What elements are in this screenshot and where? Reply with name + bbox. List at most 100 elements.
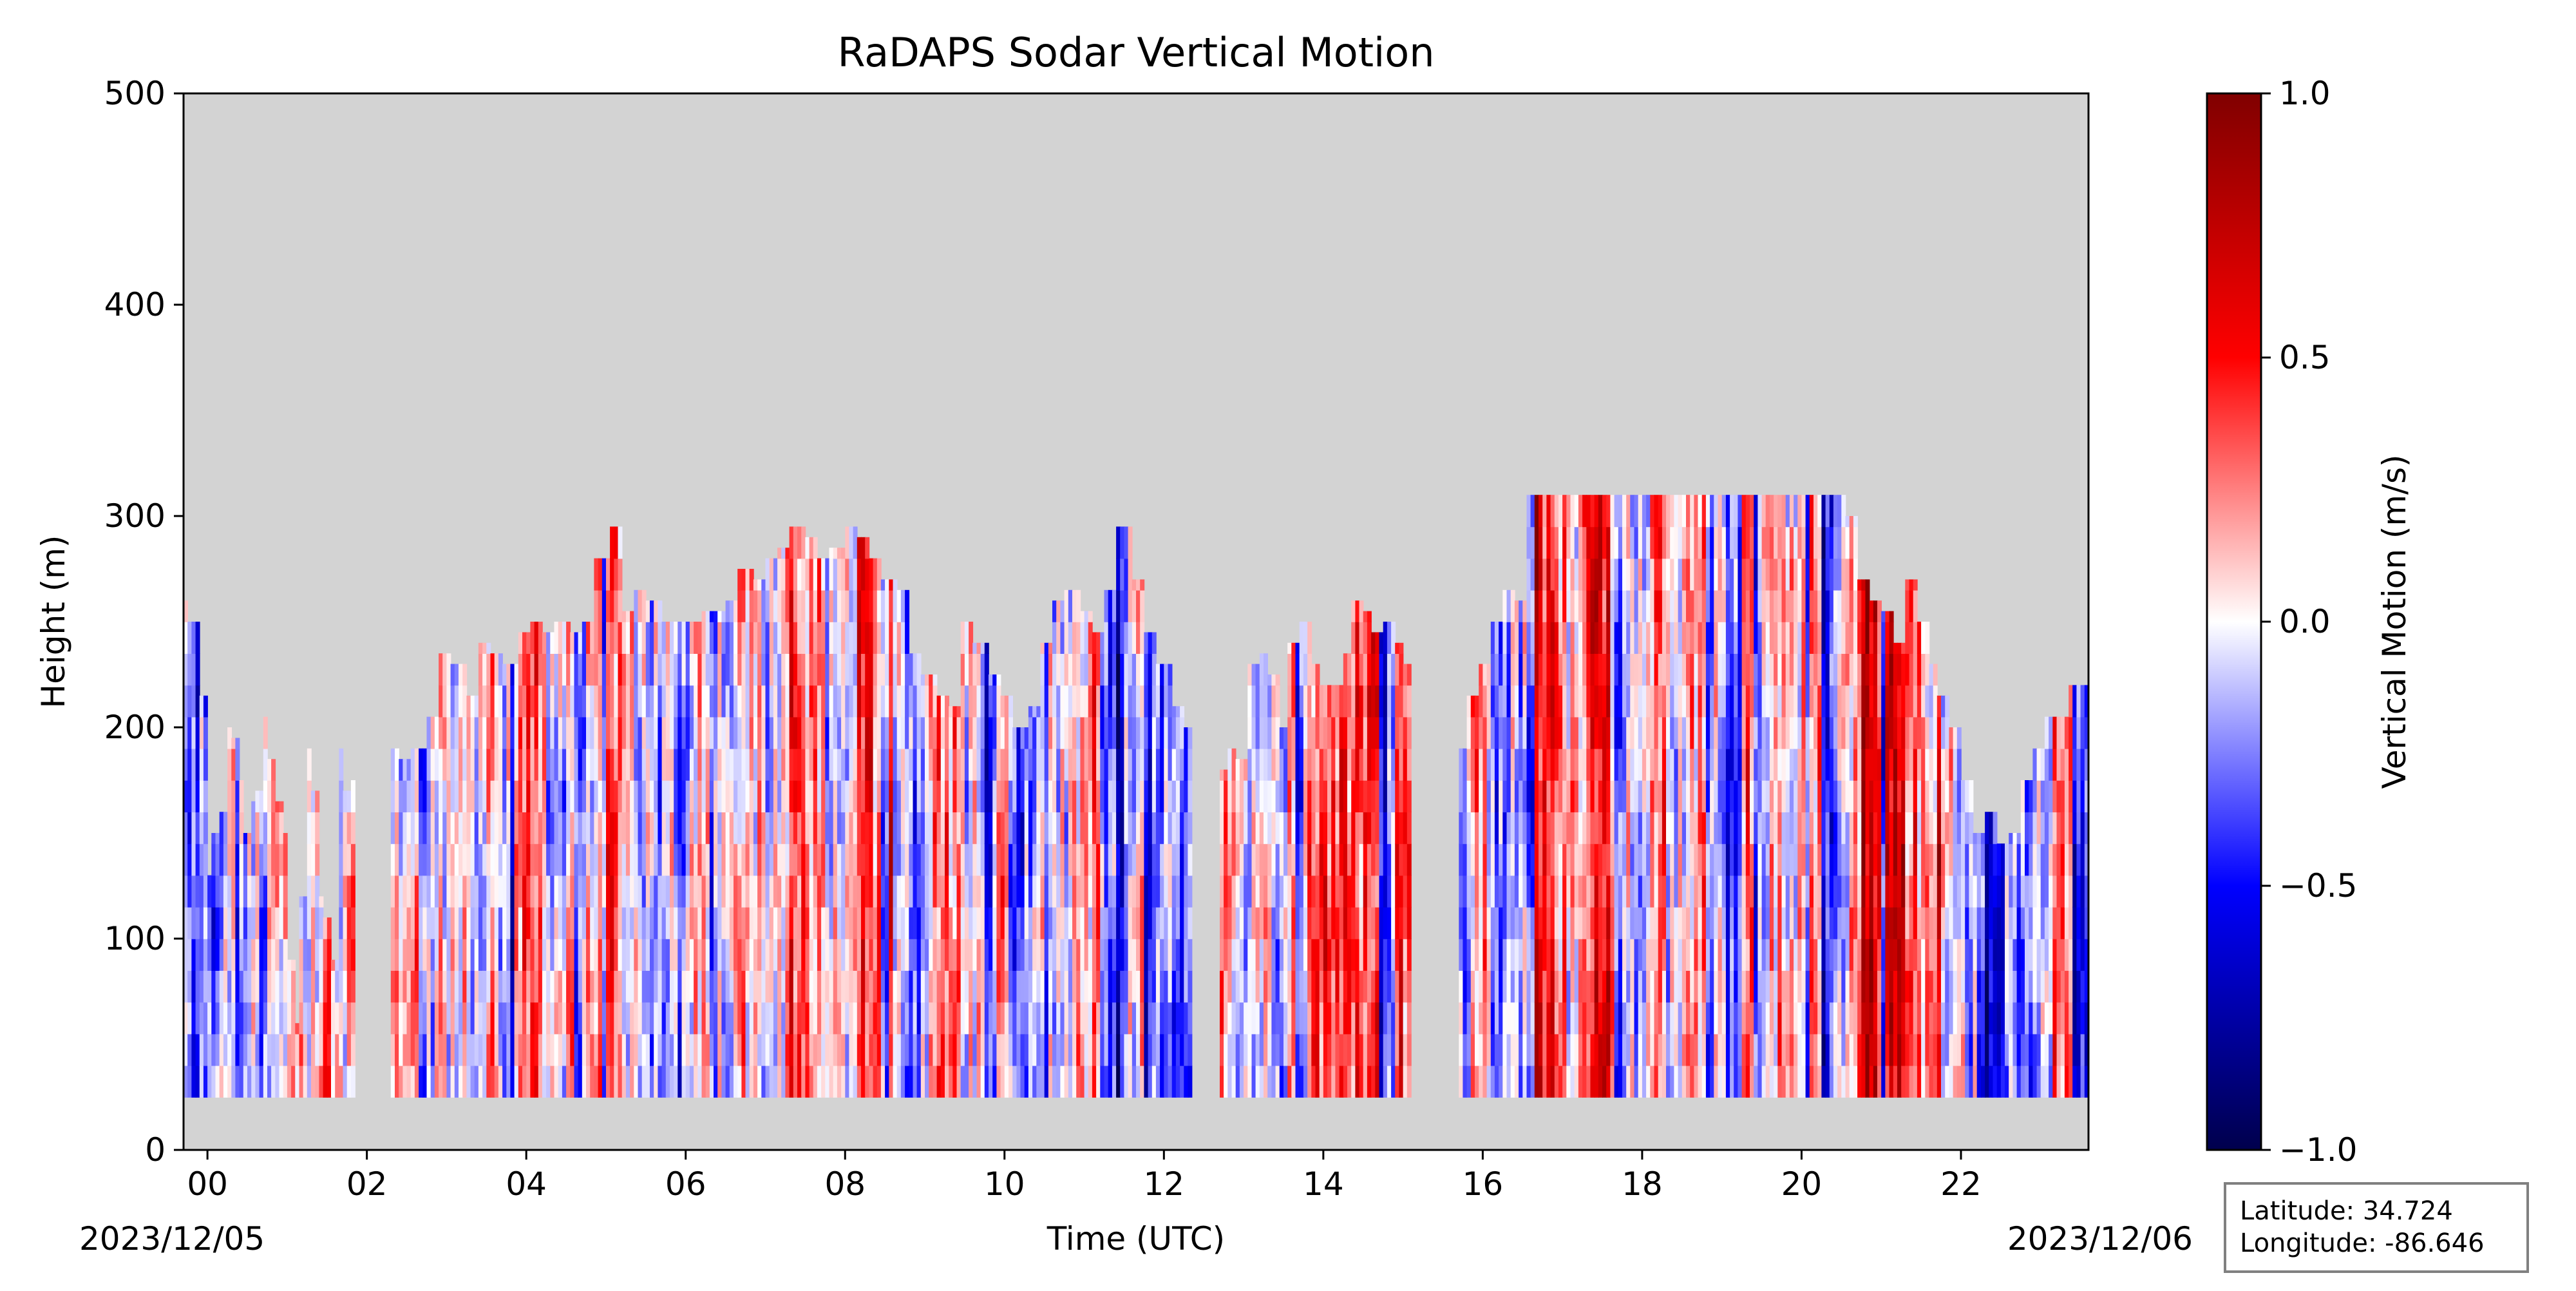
heatmap-cell: [1235, 1033, 1240, 1066]
heatmap-cell: [1562, 812, 1567, 845]
heatmap-cell: [969, 716, 974, 749]
heatmap-cell: [861, 812, 866, 845]
heatmap-cell: [1351, 1002, 1356, 1035]
heatmap-cell: [582, 906, 587, 939]
heatmap-cell: [1124, 875, 1129, 908]
heatmap-cell: [610, 653, 615, 686]
heatmap-cell: [865, 653, 870, 686]
heatmap-cell: [578, 653, 583, 686]
heatmap-cell: [283, 906, 288, 939]
heatmap-cell: [933, 939, 938, 971]
heatmap-cell: [462, 664, 468, 686]
heatmap-cell: [1466, 695, 1472, 718]
heatmap-cell: [538, 970, 543, 1003]
heatmap-cell: [1379, 906, 1384, 939]
heatmap-cell: [187, 1033, 193, 1066]
heatmap-cell: [837, 843, 842, 876]
heatmap-cell: [1251, 664, 1256, 686]
heatmap-cell: [243, 1033, 248, 1066]
heatmap-cell: [1634, 970, 1639, 1003]
heatmap-cell: [606, 716, 611, 749]
heatmap-cell: [821, 653, 826, 686]
heatmap-cell: [1514, 600, 1519, 622]
heatmap-cell: [582, 1002, 587, 1035]
heatmap-cell: [817, 653, 822, 686]
heatmap-cell: [849, 526, 854, 559]
heatmap-cell: [1188, 1033, 1193, 1066]
heatmap-cell: [909, 812, 914, 845]
heatmap-cell: [709, 812, 714, 845]
heatmap-cell: [1009, 716, 1013, 749]
heatmap-cell: [1554, 589, 1559, 622]
heatmap-cell: [869, 1002, 874, 1035]
heatmap-cell: [562, 1065, 567, 1098]
heatmap-cell: [1056, 780, 1061, 812]
heatmap-cell: [1634, 906, 1639, 939]
heatmap-cell: [1247, 664, 1253, 686]
heatmap-cell: [1220, 780, 1224, 812]
heatmap-cell: [913, 653, 918, 686]
heatmap-cell: [717, 843, 723, 876]
heatmap-cell: [618, 1002, 623, 1035]
heatmap-cell: [1506, 812, 1511, 845]
heatmap-cell: [530, 906, 535, 939]
heatmap-cell: [395, 939, 399, 971]
heatmap-cell: [885, 748, 890, 781]
heatmap-cell: [1064, 589, 1069, 622]
heatmap-cell: [670, 780, 674, 812]
heatmap-cell: [454, 1002, 459, 1035]
heatmap-cell: [893, 780, 898, 812]
heatmap-cell: [566, 1033, 571, 1066]
heatmap-cell: [1084, 780, 1089, 812]
heatmap-cell: [618, 970, 623, 1003]
heatmap-cell: [462, 780, 468, 812]
heatmap-cell: [554, 1065, 559, 1098]
heatmap-cell: [1506, 780, 1511, 812]
heatmap-cell: [1100, 1033, 1105, 1066]
heatmap-cell: [781, 812, 786, 845]
heatmap-cell: [805, 537, 810, 559]
heatmap-cell: [949, 812, 954, 845]
heatmap-cell: [737, 716, 743, 749]
heatmap-cell: [439, 939, 444, 971]
heatmap-cell: [1359, 600, 1364, 622]
heatmap-cell: [805, 970, 810, 1003]
heatmap-cell: [1072, 939, 1077, 971]
heatmap-cell: [1064, 812, 1069, 845]
heatmap-cell: [1124, 748, 1129, 781]
heatmap-cell: [625, 653, 630, 686]
heatmap-cell: [1646, 1065, 1651, 1098]
heatmap-cell: [741, 939, 746, 971]
heatmap-cell: [1519, 875, 1524, 908]
heatmap-cell: [737, 970, 743, 1003]
heatmap-cell: [1614, 685, 1619, 718]
heatmap-cell: [1108, 589, 1113, 622]
heatmap-cell: [1574, 843, 1579, 876]
heatmap-cell: [1112, 906, 1117, 939]
heatmap-cell: [283, 970, 288, 1003]
heatmap-cell: [1323, 812, 1328, 845]
heatmap-cell: [1542, 589, 1548, 622]
heatmap-cell: [1367, 780, 1372, 812]
heatmap-cell: [677, 1033, 683, 1066]
heatmap-cell: [817, 589, 822, 622]
heatmap-cell: [1594, 716, 1599, 749]
heatmap-cell: [490, 748, 495, 781]
heatmap-cell: [893, 716, 898, 749]
heatmap-cell: [980, 812, 985, 845]
heatmap-cell: [857, 653, 862, 686]
heatmap-cell: [1104, 906, 1109, 939]
heatmap-cell: [1303, 970, 1308, 1003]
heatmap-cell: [745, 1033, 750, 1066]
heatmap-cell: [749, 685, 754, 718]
heatmap-cell: [1020, 1065, 1025, 1098]
heatmap-cell: [905, 748, 910, 781]
heatmap-cell: [1526, 906, 1531, 939]
heatmap-cell: [1590, 716, 1595, 749]
heatmap-cell: [658, 875, 663, 908]
heatmap-cell: [1542, 495, 1548, 528]
heatmap-cell: [1319, 875, 1324, 908]
heatmap-cell: [1618, 589, 1623, 622]
heatmap-cell: [1160, 1065, 1165, 1098]
heatmap-cell: [1550, 1002, 1555, 1035]
